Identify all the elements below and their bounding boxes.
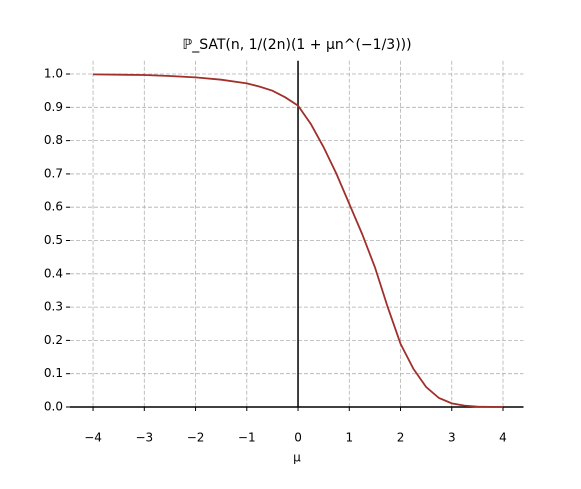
x-tick-label: −3	[135, 431, 153, 445]
x-tick-label: −2	[187, 431, 205, 445]
y-tick-label: 1.0	[44, 67, 63, 81]
x-tick-label: −4	[84, 431, 102, 445]
y-tick-label: 0.0	[44, 400, 63, 414]
x-tick-label: 0	[294, 431, 302, 445]
x-tick-label: 2	[397, 431, 405, 445]
x-tick-label: 1	[345, 431, 353, 445]
x-axis-label: μ	[293, 451, 301, 465]
x-tick-label: −1	[238, 431, 256, 445]
chart-title: ℙ_SAT(n, 1/(2n)(1 + μn^(−1/3)))	[182, 37, 411, 53]
y-tick-label: 0.7	[44, 166, 63, 180]
y-tick-label: 0.4	[44, 266, 63, 280]
y-tick-label: 0.5	[44, 233, 63, 247]
y-tick-label: 0.6	[44, 200, 63, 214]
x-tick-label: 4	[499, 431, 507, 445]
y-tick-label: 0.9	[44, 100, 63, 114]
y-tick-label: 0.2	[44, 333, 63, 347]
y-tick-label: 0.8	[44, 133, 63, 147]
y-tick-label: 0.1	[44, 366, 63, 380]
x-tick-label: 3	[448, 431, 456, 445]
y-tick-label: 0.3	[44, 300, 63, 314]
data-line	[93, 73, 504, 408]
